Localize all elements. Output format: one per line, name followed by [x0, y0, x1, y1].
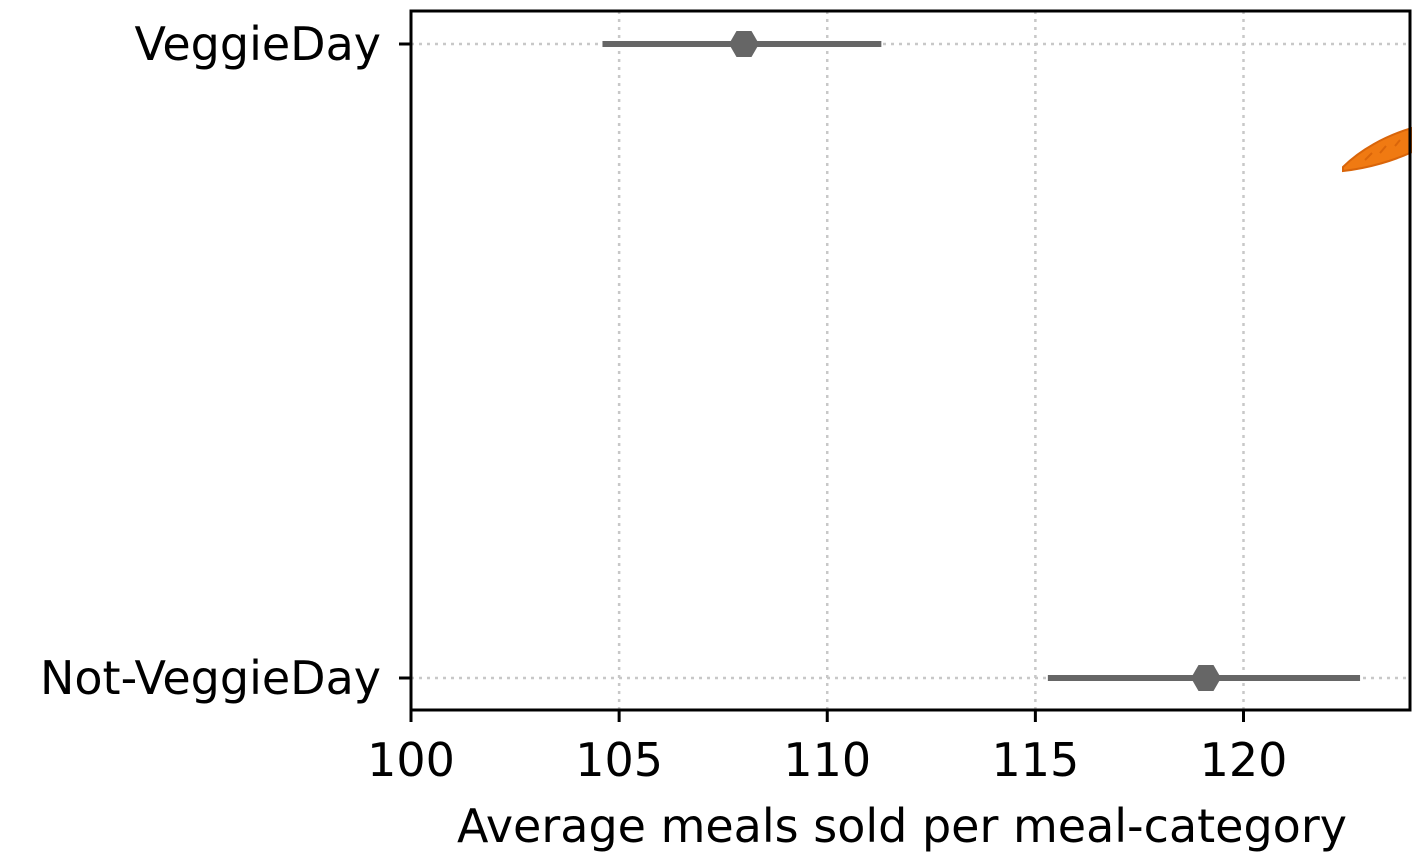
- y-tick-label: VeggieDay: [134, 17, 381, 71]
- carrot-icon: [1342, 126, 1412, 173]
- x-axis-label: Average meals sold per meal-category: [457, 799, 1347, 853]
- x-tick-label: 110: [783, 733, 871, 787]
- x-tick-label: 100: [367, 733, 455, 787]
- grid-layer: [411, 11, 1410, 710]
- axis-layer: 100 105 110 115 120 VeggieDay Not-VeggieDay: [40, 17, 1287, 787]
- point-marker: [1191, 665, 1221, 691]
- plot-frame: [409, 9, 1412, 712]
- point-marker: [729, 31, 759, 57]
- decoration-layer: [1342, 126, 1412, 173]
- x-tick-label: 115: [991, 733, 1079, 787]
- marks-layer: [602, 31, 1361, 691]
- x-tick-label: 105: [575, 733, 663, 787]
- x-tick-label: 120: [1200, 733, 1288, 787]
- y-tick-label: Not-VeggieDay: [40, 651, 381, 705]
